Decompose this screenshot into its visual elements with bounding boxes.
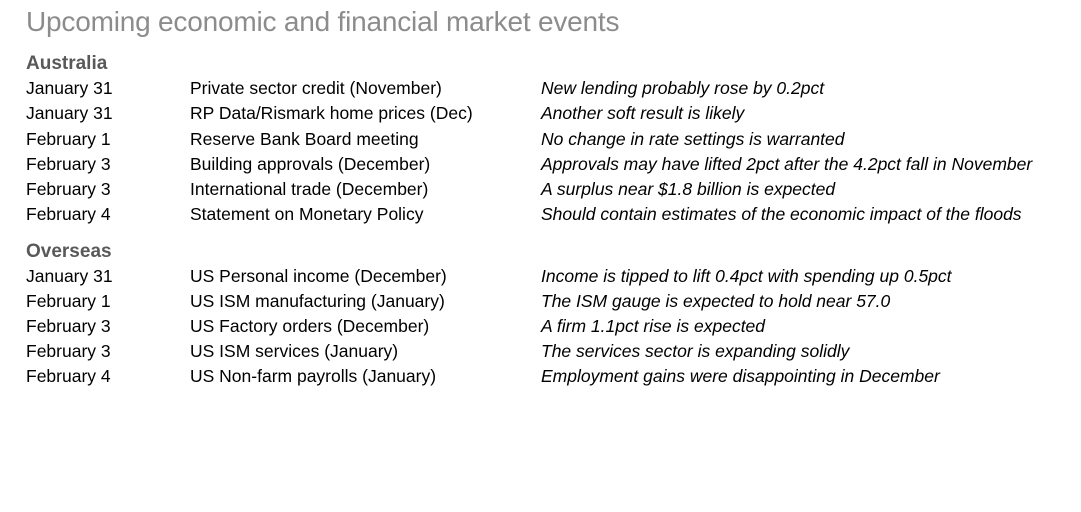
event-name: US Personal income (December)	[190, 266, 447, 286]
event-outlook: Should contain estimates of the economic…	[541, 204, 1022, 224]
event-outlook: The ISM gauge is expected to hold near 5…	[541, 291, 891, 311]
event-outlook: New lending probably rose by 0.2pct	[541, 78, 825, 98]
section-heading-overseas: Overseas	[26, 241, 112, 262]
event-date: January 31	[26, 266, 113, 286]
event-name: RP Data/Rismark home prices (Dec)	[190, 103, 473, 123]
table-row: February 3 Building approvals (December)…	[0, 152, 1081, 177]
table-row: February 4 US Non-farm payrolls (January…	[0, 364, 1081, 389]
event-date: February 1	[26, 129, 111, 149]
event-date: February 3	[26, 154, 111, 174]
event-outlook: A surplus near $1.8 billion is expected	[541, 179, 836, 199]
table-row: February 4 Statement on Monetary Policy …	[0, 202, 1081, 227]
event-name: International trade (December)	[190, 179, 429, 199]
event-name: Reserve Bank Board meeting	[190, 129, 419, 149]
page-title: Upcoming economic and financial market e…	[26, 6, 620, 37]
event-outlook: Another soft result is likely	[541, 103, 745, 123]
event-date: February 3	[26, 179, 111, 199]
event-outlook: A firm 1.1pct rise is expected	[541, 316, 766, 336]
event-date: February 4	[26, 204, 111, 224]
event-outlook: Income is tipped to lift 0.4pct with spe…	[541, 266, 952, 286]
event-name: Private sector credit (November)	[190, 78, 442, 98]
event-date: February 4	[26, 366, 111, 386]
event-outlook: No change in rate settings is warranted	[541, 129, 845, 149]
event-date: February 3	[26, 316, 111, 336]
section-heading-australia: Australia	[26, 53, 108, 74]
event-name: US Factory orders (December)	[190, 316, 430, 336]
table-row: February 1 Reserve Bank Board meeting No…	[0, 127, 1081, 152]
table-row: February 1 US ISM manufacturing (January…	[0, 289, 1081, 314]
table-row: January 31 RP Data/Rismark home prices (…	[0, 101, 1081, 126]
event-date: January 31	[26, 103, 113, 123]
event-outlook: Approvals may have lifted 2pct after the…	[541, 154, 1033, 174]
table-row: January 31 Private sector credit (Novemb…	[0, 76, 1081, 101]
event-outlook: Employment gains were disappointing in D…	[541, 366, 940, 386]
event-name: US ISM manufacturing (January)	[190, 291, 445, 311]
event-date: January 31	[26, 78, 113, 98]
event-outlook: The services sector is expanding solidly	[541, 341, 850, 361]
table-row: January 31 US Personal income (December)…	[0, 264, 1081, 289]
event-date: February 3	[26, 341, 111, 361]
table-row: February 3 US Factory orders (December) …	[0, 314, 1081, 339]
event-name: Building approvals (December)	[190, 154, 431, 174]
table-row: February 3 US ISM services (January) The…	[0, 339, 1081, 364]
event-date: February 1	[26, 291, 111, 311]
table-row: February 3 International trade (December…	[0, 177, 1081, 202]
event-name: US Non-farm payrolls (January)	[190, 366, 437, 386]
event-name: US ISM services (January)	[190, 341, 399, 361]
event-name: Statement on Monetary Policy	[190, 204, 424, 224]
